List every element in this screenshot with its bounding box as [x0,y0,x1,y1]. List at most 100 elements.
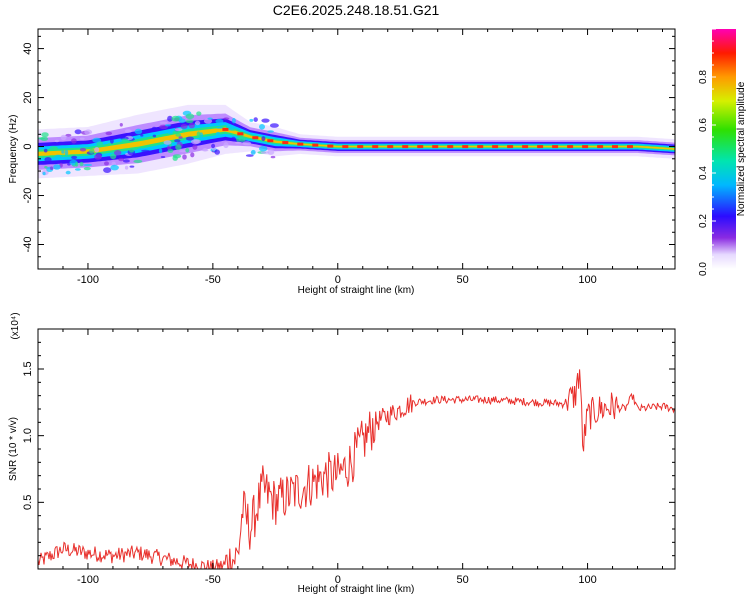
spectrogram-peak [597,145,604,149]
spectrogram-speckle [137,147,144,151]
spectrogram-speckle [110,164,119,171]
spectrogram-speckle [167,148,174,153]
spectrogram-speckle [185,113,195,120]
x-tick-label: 0 [335,574,341,586]
colorbar-label: Normalized spectral amplitude [736,81,747,216]
spectrogram-peak [372,145,379,149]
figure-title: C2E6.2025.248.18.51.G21 [273,2,440,18]
spectrogram-speckle [104,161,109,166]
spectrogram-speckle [192,144,198,150]
spectrogram-speckle [40,136,49,141]
spectrogram-speckle [121,149,125,152]
spectrogram-speckle [172,130,179,134]
spectrogram-speckle [196,111,202,116]
spectrogram-panel: -100 -50 0 50 100 -40 -20 0 20 40 Height of stra… [8,28,676,296]
spectrogram-peak [387,145,394,149]
spectrogram-speckle [245,154,254,157]
spectrogram-speckle [203,118,213,124]
snr-x-ticks: -100 -50 0 50 100 [37,329,664,586]
spectrogram-speckle [185,148,190,153]
snr-series-line [38,369,675,569]
spectrogram-peak [522,145,529,149]
spectrogram-speckle [172,155,178,161]
spectrogram-speckle [71,138,77,144]
spectrogram-x-axis-label: Height of straight line (km) [298,285,415,296]
x-tick-label: -50 [205,574,221,586]
spectrogram-speckle [79,147,87,152]
spectrogram-peak [402,145,409,149]
spectrogram-peak [477,145,484,149]
colorbar-gradient [712,29,736,269]
snr-plot-area [38,369,675,569]
spectrogram-speckle [121,138,129,143]
spectrogram-speckle [152,126,157,129]
y-tick-label: -20 [22,188,34,204]
spectrogram-speckle [119,123,123,127]
spectrogram-speckle [84,129,93,135]
spectrogram-x-ticks: -100 -50 0 50 100 [37,29,664,286]
colorbar: 0.0 0.2 0.4 0.6 0.8 Normalized spectral ampl… [698,28,747,276]
spectrogram-speckle [75,161,79,167]
spectrogram-speckle [160,156,166,158]
spectrogram-speckle [267,130,274,133]
spectrogram-speckle [79,137,85,140]
spectrogram-speckle [64,149,69,156]
spectrogram-peak [612,145,618,149]
spectrogram-speckle [79,161,84,167]
x-tick-label: 50 [457,274,469,286]
spectrogram-peak [567,145,574,149]
spectrogram-speckle [253,117,258,122]
spectrogram-speckle [42,171,46,176]
spectrogram-speckle [259,124,265,130]
colorbar-tick-label: 0.6 [698,118,709,132]
y-tick-label: -40 [22,237,34,253]
spectrogram-speckle [110,138,114,144]
spectrogram-speckle [103,167,112,174]
x-tick-label: 100 [578,574,596,586]
spectrogram-speckle [215,131,221,137]
spectrogram-speckle [94,154,102,160]
spectrogram-speckle [261,136,266,142]
spectrogram-speckle [178,118,186,124]
spectrogram-speckle [41,132,49,138]
spectrogram-speckle [89,148,95,154]
spectrogram-peak [507,145,514,149]
spectrogram-speckle [196,131,201,137]
colorbar-tick-label: 0.0 [698,262,709,276]
spectrogram-speckle [180,124,188,129]
snr-y-axis-label: SNR (10 * v/v) [8,417,19,481]
spectrogram-speckle [65,170,71,175]
spectrogram-y-axis-label: Frequency (Hz) [8,115,19,184]
snr-multiplier-label: (x10⁴) [10,312,21,339]
spectrogram-speckle [124,165,129,170]
spectrogram-speckle [43,148,48,153]
colorbar-ticks: 0.0 0.2 0.4 0.6 0.8 [698,28,716,276]
spectrogram-speckle [185,136,194,141]
spectrogram-peak [432,145,439,149]
spectrogram-frame [37,28,676,270]
snr-x-axis-label: Height of straight line (km) [298,584,415,595]
spectrogram-speckle [140,134,144,137]
snr-y-ticks: 0.5 1.0 1.5 [22,328,675,570]
spectrogram-speckle [71,155,78,160]
x-tick-label: -100 [77,274,99,286]
spectrogram-speckle [249,118,254,122]
spectrogram-speckle [191,139,200,145]
spectrogram-peak [312,143,319,147]
snr-panel: -100 -50 0 50 100 0.5 1.0 1.5 Height of straig… [8,312,676,595]
x-tick-label: -50 [205,274,221,286]
y-tick-label: 40 [22,42,34,54]
spectrogram-speckle [74,129,82,135]
spectrogram-peak [582,145,589,149]
spectrogram-speckle [92,137,102,143]
spectrogram-speckle [65,133,72,137]
spectrogram-speckle [67,163,71,166]
spectrogram-speckle [44,166,48,169]
y-tick-label: 20 [22,91,34,103]
spectrogram-peak [297,142,304,146]
spectrogram-peak [237,132,244,136]
spectrogram-speckle [114,150,122,156]
colorbar-tick-label: 0.4 [698,166,709,180]
spectrogram-speckle [159,121,168,124]
spectrogram-peak [327,144,334,148]
